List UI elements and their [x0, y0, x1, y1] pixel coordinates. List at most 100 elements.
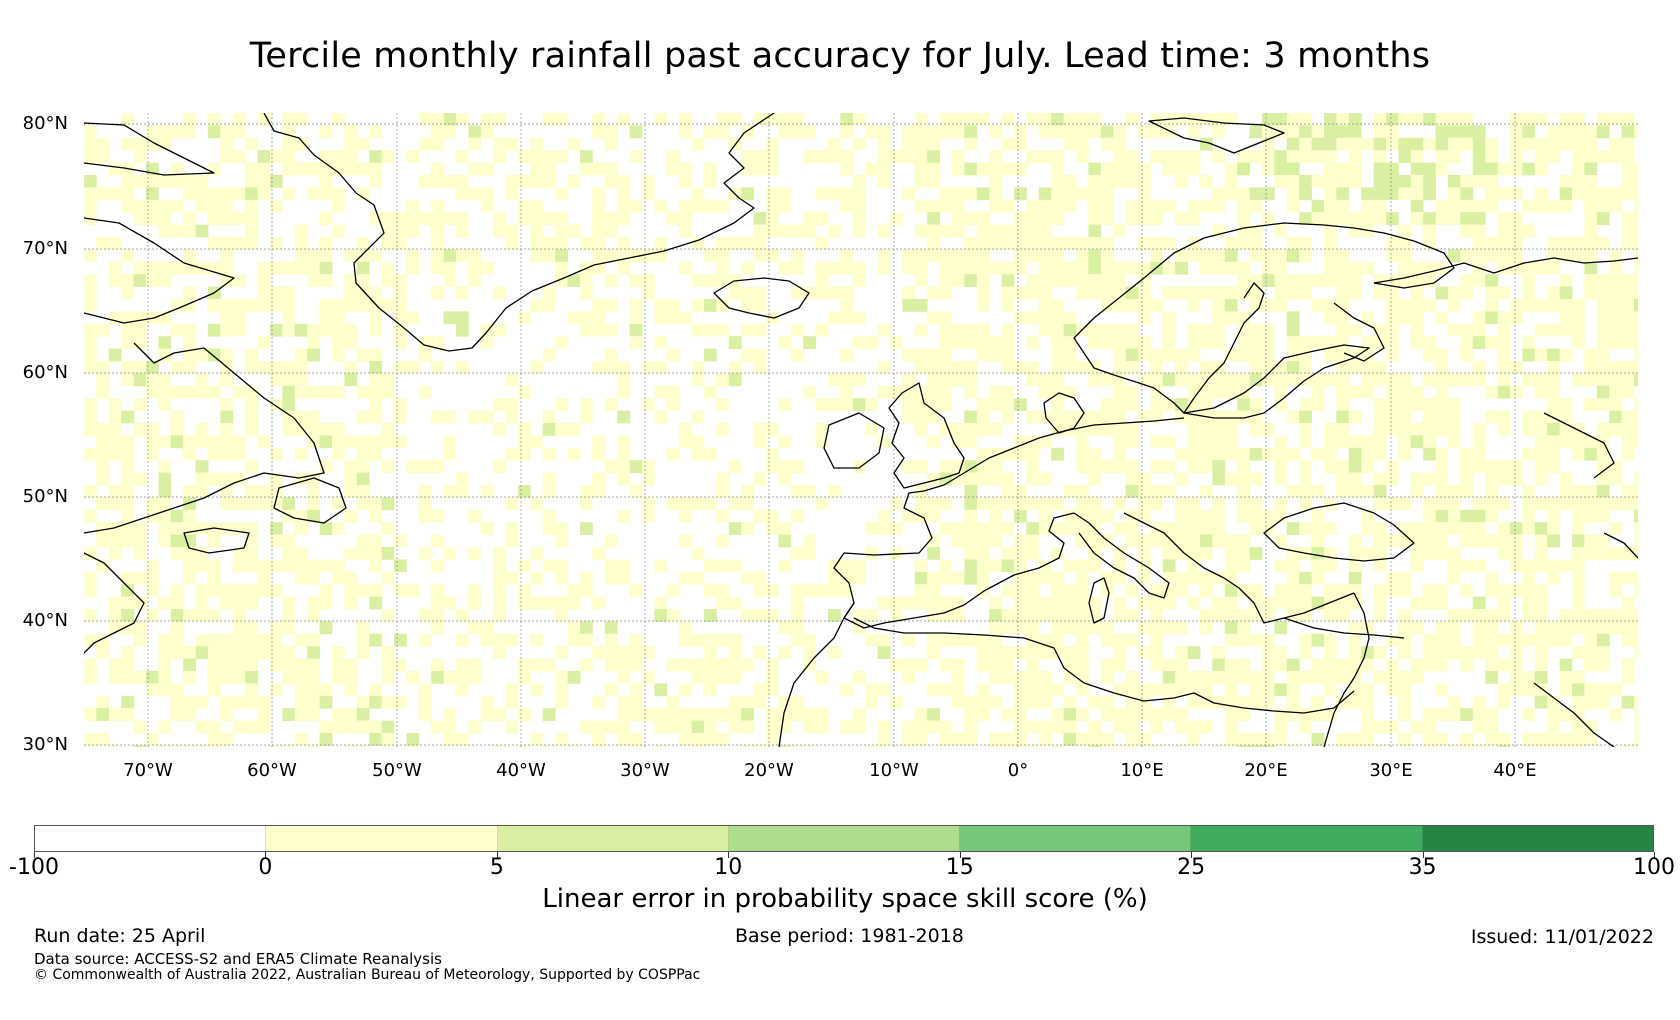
skill-cell [431, 361, 444, 374]
skill-cell [332, 385, 345, 399]
skill-cell [158, 385, 172, 399]
skill-cell [344, 435, 358, 449]
skill-cell [542, 150, 556, 163]
skill-cell [1026, 584, 1040, 597]
skill-cell [96, 137, 110, 151]
skill-cell [1038, 274, 1052, 287]
skill-cell [766, 423, 779, 436]
skill-cell [356, 299, 370, 312]
skill-cell [294, 410, 308, 424]
skill-cell [1634, 162, 1638, 176]
skill-cell [828, 646, 841, 659]
skill-cell [220, 199, 234, 213]
skill-cell [1634, 609, 1638, 622]
skill-cell [1534, 299, 1548, 312]
skill-cell [1063, 361, 1077, 374]
skill-cell [1014, 559, 1027, 573]
skill-cell [1224, 373, 1238, 387]
skill-cell [518, 150, 531, 163]
skill-cell [108, 485, 122, 498]
skill-cell [1572, 547, 1585, 560]
skill-cell [1038, 224, 1052, 238]
skill-cell [952, 571, 965, 585]
skill-cell [394, 435, 407, 449]
skill-cell [282, 497, 296, 511]
skill-cell [964, 274, 978, 287]
skill-cell [1572, 311, 1585, 325]
skill-cell [1522, 708, 1536, 721]
skill-cell [778, 708, 792, 721]
skill-cell [1634, 497, 1638, 511]
skill-cell [1485, 534, 1498, 548]
skill-cell [1609, 323, 1622, 337]
skill-cell [1200, 423, 1213, 436]
skill-cell [1361, 695, 1374, 709]
skill-cell [1435, 137, 1449, 151]
skill-cell [493, 286, 506, 300]
skill-cell [1634, 485, 1638, 498]
skill-cell [1634, 522, 1638, 535]
skill-cell [1596, 199, 1610, 213]
skill-cell [1274, 596, 1288, 610]
skill-cell [1274, 261, 1288, 275]
skill-cell [741, 571, 754, 585]
skill-cell [1038, 522, 1052, 535]
skill-cell [1634, 311, 1638, 325]
skill-cell [1534, 150, 1548, 163]
skill-cell [220, 261, 234, 275]
skill-cell [1398, 671, 1412, 684]
skill-cell [381, 497, 395, 511]
skill-cell [1212, 435, 1226, 449]
skill-cell [580, 658, 593, 672]
skill-cell [989, 646, 1002, 659]
skill-cell [1026, 745, 1040, 747]
skill-cell [976, 212, 990, 225]
skill-cell [927, 683, 940, 697]
skill-cell [530, 435, 544, 449]
skill-cell [1162, 162, 1176, 176]
skill-cell [1373, 113, 1387, 126]
skill-cell [567, 224, 581, 238]
skill-cell [108, 162, 122, 176]
skill-cell [1348, 137, 1362, 151]
skill-cell [642, 361, 655, 374]
skill-cell [344, 596, 358, 610]
skill-cell [443, 447, 457, 461]
skill-cell [468, 261, 482, 275]
skill-cell [1398, 435, 1412, 449]
skill-cell [753, 609, 767, 622]
skill-cell [1386, 237, 1399, 250]
skill-cell [307, 571, 320, 585]
skill-cell [1534, 472, 1548, 486]
colorbar-tick-label: 0 [258, 855, 273, 880]
skill-cell [592, 547, 606, 560]
skill-cell [1224, 621, 1238, 635]
skill-cell [1224, 261, 1238, 275]
skill-cell [146, 683, 159, 697]
skill-cell [1460, 485, 1474, 498]
skill-cell [1410, 199, 1424, 213]
skill-cell [914, 125, 928, 139]
skill-cell [307, 609, 320, 622]
skill-cell [1584, 125, 1598, 139]
skill-cell [1038, 559, 1052, 573]
skill-cell [121, 695, 134, 709]
skill-cell [220, 299, 234, 312]
skill-cell [1311, 547, 1325, 560]
skill-cell [1138, 175, 1151, 188]
skill-cell [1026, 199, 1040, 213]
skill-cell [332, 522, 345, 535]
skill-cell [208, 745, 221, 747]
skill-cell [1262, 671, 1275, 684]
skill-cell [753, 224, 767, 238]
skill-cell [394, 633, 407, 647]
skill-cell [1051, 745, 1064, 747]
skill-cell [1634, 175, 1638, 188]
skill-cell [1088, 162, 1102, 176]
skill-cell [840, 348, 854, 362]
skill-cell [877, 385, 891, 399]
skill-cell [1386, 398, 1399, 411]
skill-cell [766, 199, 779, 213]
skill-cell [183, 125, 196, 139]
skill-cell [1187, 150, 1201, 163]
